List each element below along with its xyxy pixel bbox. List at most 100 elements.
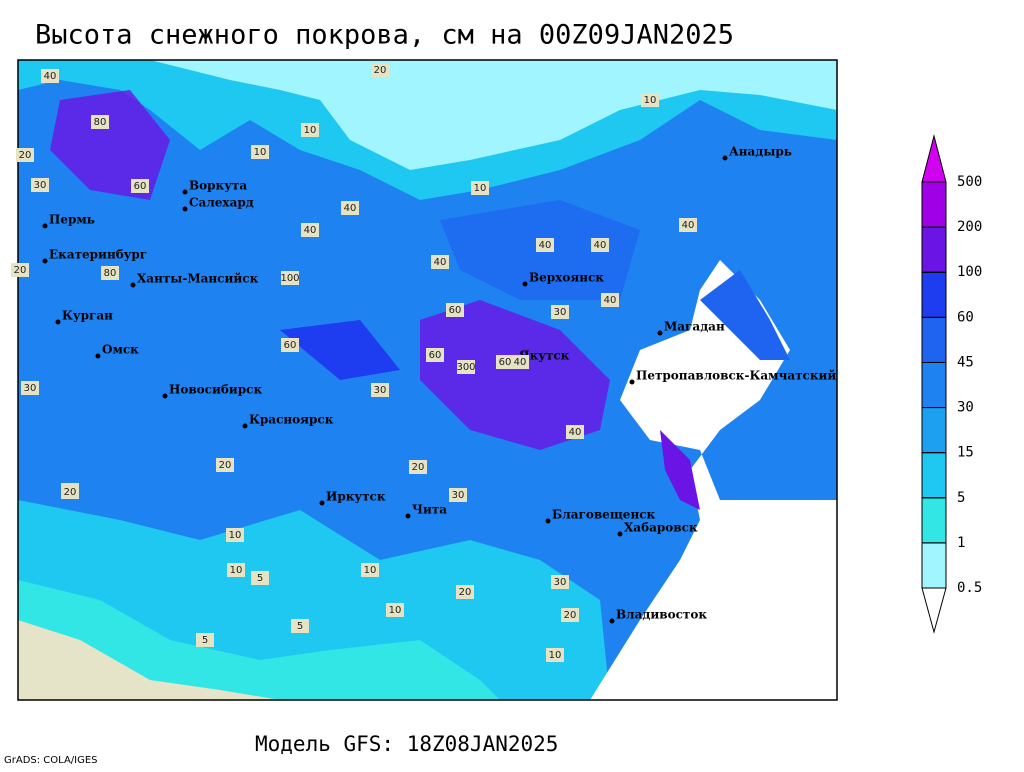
contour-label-box	[281, 271, 299, 285]
contour-label-box	[601, 293, 619, 307]
contour-label: 30	[24, 383, 37, 394]
city-dot	[522, 281, 528, 287]
contour-label-box	[371, 383, 389, 397]
contour-label: 40	[304, 225, 317, 236]
contour-label-box	[496, 355, 514, 369]
contour-label-box	[591, 238, 609, 252]
colorbar-label: 100	[957, 264, 982, 280]
city-label: Благовещенск	[552, 508, 656, 522]
contour-label: 10	[364, 565, 377, 576]
contour-label: 40	[434, 257, 447, 268]
contour-label-box	[251, 145, 269, 159]
city-label: Новосибирск	[169, 383, 262, 397]
contour-label-box	[409, 460, 427, 474]
city-dot	[629, 379, 635, 385]
city-label: Иркутск	[326, 490, 386, 504]
contour-label-box	[341, 201, 359, 215]
contour-label-box	[31, 178, 49, 192]
contour-label: 20	[14, 265, 27, 276]
city-dot	[42, 223, 48, 229]
contour-label: 80	[94, 117, 107, 128]
contour-label: 10	[229, 530, 242, 541]
contour-label-box	[251, 571, 269, 585]
colorbar-segment	[921, 316, 947, 363]
city-label: Ханты-Мансийск	[137, 272, 259, 286]
contour-label-box	[551, 575, 569, 589]
contour-label: 30	[554, 307, 567, 318]
contour-label: 20	[459, 587, 472, 598]
city-dot	[319, 500, 325, 506]
contour-label-box	[301, 123, 319, 137]
city-label: Красноярск	[249, 413, 334, 427]
contour-label: 30	[374, 385, 387, 396]
city-dot	[657, 330, 663, 336]
deep-snow	[420, 300, 610, 450]
contour-label: 5	[202, 635, 208, 646]
contour-label: 20	[64, 487, 77, 498]
contour-label-box	[566, 425, 584, 439]
colorbar-segment	[921, 181, 947, 228]
contour-label: 40	[594, 240, 607, 251]
city-dot	[182, 189, 188, 195]
contour-label-box	[361, 563, 379, 577]
city-dot	[617, 531, 623, 537]
contour-label: 40	[44, 71, 57, 82]
colorbar-segment	[921, 226, 947, 273]
contour-label: 20	[564, 610, 577, 621]
deep-snow	[50, 90, 170, 200]
city-label: Чита	[412, 503, 447, 517]
contour-label-box	[291, 619, 309, 633]
colorbar-segment	[921, 407, 947, 454]
contour-label-box	[446, 303, 464, 317]
contour-label-box	[431, 255, 449, 269]
city-dot	[405, 513, 411, 519]
contour-label: 40	[569, 427, 582, 438]
contour-label-box	[457, 360, 475, 374]
city-dot	[182, 206, 188, 212]
city-label: Воркута	[189, 179, 247, 193]
colorbar-label: 1	[957, 535, 965, 551]
contour-label: 30	[34, 180, 47, 191]
contour-label-box	[281, 338, 299, 352]
contour-label-box	[16, 148, 34, 162]
contour-label-box	[216, 458, 234, 472]
contour-label-box	[21, 381, 39, 395]
contour-label: 20	[19, 150, 32, 161]
contour-label: 80	[104, 268, 117, 279]
colorbar-segment	[921, 361, 947, 409]
colorbar-label: 500	[957, 174, 982, 190]
contour-label: 40	[682, 220, 695, 231]
colorbar-segment	[921, 452, 947, 499]
pacific	[590, 260, 837, 700]
city-dot	[242, 423, 248, 429]
title: Высота снежного покрова, см на 00Z09JAN2…	[35, 20, 734, 51]
contour-label: 40	[604, 295, 617, 306]
contour-label-box	[561, 608, 579, 622]
colorbar-segment	[921, 271, 947, 318]
contour-label: 60	[449, 305, 462, 316]
colorbar-segment	[921, 497, 947, 544]
city-dot	[95, 353, 101, 359]
map: Анадырь Воркута Салехард Пермь Екатеринбург Х…	[11, 59, 838, 701]
city-label: Омск	[102, 343, 139, 357]
contour-label-box	[131, 179, 149, 193]
credit: GrADS: COLA/IGES	[4, 755, 98, 766]
contour-label: 20	[412, 462, 425, 473]
colorbar-label: 15	[957, 445, 974, 461]
contour-label-box	[679, 218, 697, 232]
model-label: Модель GFS: 18Z08JAN2025	[255, 732, 558, 756]
contour-label: 10	[644, 95, 657, 106]
contour-label-box	[546, 648, 564, 662]
contour-label-box	[91, 115, 109, 129]
contour-label-box	[11, 263, 29, 277]
city-label: Якутск	[519, 349, 570, 363]
contour-label-box	[101, 266, 119, 280]
contour-label: 60	[499, 357, 512, 368]
contour-label: 60	[134, 181, 147, 192]
contour-label-box	[641, 93, 659, 107]
contour-label: 30	[554, 577, 567, 588]
colorbar-label: 0.5	[957, 580, 982, 596]
city-label: Верхоянск	[529, 271, 604, 285]
contour-label: 300	[456, 362, 475, 373]
